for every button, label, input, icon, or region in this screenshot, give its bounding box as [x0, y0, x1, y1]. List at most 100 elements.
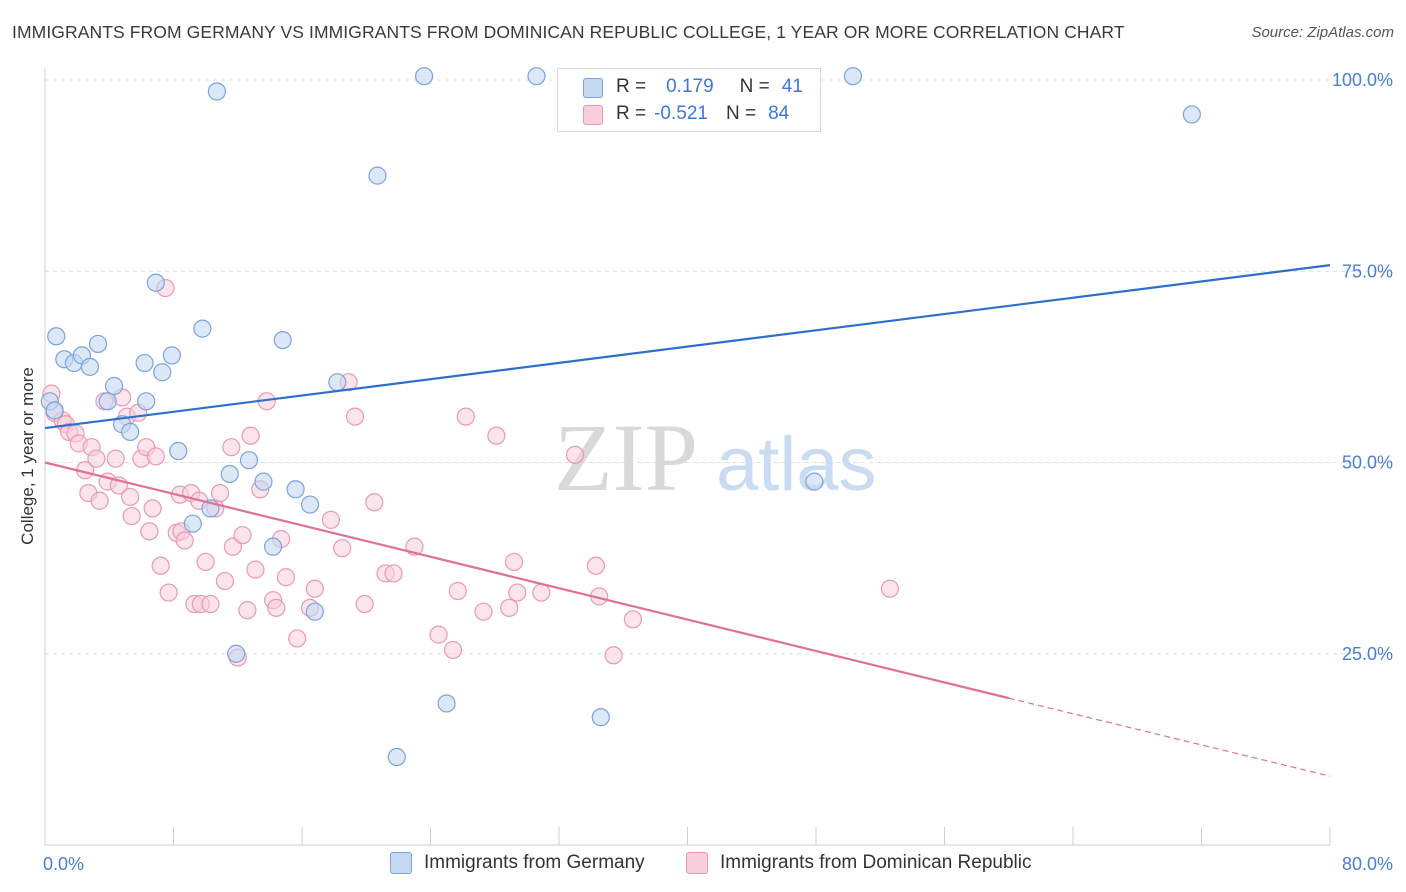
x-tick-label-max: 80.0%	[1342, 854, 1393, 874]
dominican-point	[487, 426, 506, 445]
legend-item-dominican[interactable]: Immigrants from Dominican Republic	[686, 852, 1032, 874]
dominican-point	[504, 552, 524, 572]
stats-row-dominican: R = -0.521 N = 84	[583, 102, 790, 126]
germany-point	[414, 67, 434, 86]
germany-point	[300, 495, 320, 514]
germany-point	[137, 392, 156, 411]
stats-box: R = 0.179 N = 41 R = -0.521 N = 84	[557, 68, 821, 132]
dominican-trend-extension	[1008, 697, 1331, 777]
germany-point	[387, 747, 406, 767]
dominican-point	[140, 522, 159, 541]
germany-trend-line	[44, 264, 1331, 430]
dominican-point	[233, 526, 252, 545]
dominican-point	[355, 594, 374, 614]
germany-point	[305, 602, 324, 621]
watermark-atlas: atlas	[716, 422, 877, 507]
dominican-trend-line	[44, 461, 1010, 700]
germany-point	[121, 422, 140, 441]
dominican-point	[121, 487, 140, 507]
germany-point	[169, 441, 188, 461]
dominican-swatch	[583, 105, 603, 125]
dominican-point	[333, 539, 352, 558]
germany-point	[207, 82, 226, 101]
germany-point	[220, 464, 239, 484]
germany-point	[263, 537, 283, 556]
dominican-r-value: -0.521	[654, 103, 708, 124]
legend-swatch-germany	[390, 852, 412, 874]
dominican-point	[565, 445, 585, 464]
dominican-point	[143, 499, 162, 518]
germany-point	[437, 694, 456, 713]
y-tick-label: 25.0%	[1342, 644, 1393, 664]
germany-point	[45, 401, 64, 420]
germany-point	[527, 67, 546, 86]
germany-point	[239, 451, 259, 470]
germany-point	[153, 363, 172, 382]
dominican-point	[443, 640, 463, 660]
y-tick-label: 75.0%	[1342, 261, 1393, 281]
dominican-point	[623, 610, 642, 629]
dominican-point	[448, 581, 467, 601]
germany-points	[40, 67, 1201, 767]
dominican-point	[305, 579, 324, 598]
y-tick-labels: 25.0% 50.0% 75.0% 100.0%	[1332, 70, 1393, 664]
germany-point	[104, 376, 124, 396]
germany-swatch	[583, 78, 603, 98]
dominican-point	[532, 583, 551, 602]
x-tick-label-min: 0.0%	[43, 854, 84, 874]
germany-point	[146, 273, 165, 292]
dominican-point	[267, 598, 286, 617]
y-axis-label: College, 1 year or more	[18, 367, 37, 545]
germany-point	[328, 373, 347, 392]
axes	[44, 68, 1331, 846]
germany-r-label: R =	[616, 76, 647, 97]
dominican-point	[586, 556, 606, 575]
legend-swatch-dominican	[686, 852, 708, 874]
legend-item-germany[interactable]: Immigrants from Germany	[390, 852, 645, 874]
dominican-point	[321, 510, 341, 529]
germany-point	[273, 331, 292, 350]
legend-label-dominican: Immigrants from Dominican Republic	[720, 852, 1032, 873]
germany-point	[591, 708, 610, 727]
dominican-point	[384, 564, 403, 583]
dominican-point	[345, 407, 365, 426]
germany-point	[135, 353, 154, 373]
dominican-point	[146, 447, 165, 466]
dominican-n-label: N =	[725, 103, 757, 124]
dominican-point	[151, 556, 170, 575]
dominican-point	[196, 552, 215, 572]
germany-point	[1182, 105, 1201, 124]
dominican-point	[106, 449, 125, 468]
dominican-r-label: R =	[616, 103, 647, 124]
dominican-point	[429, 625, 448, 644]
dominican-point	[210, 484, 230, 503]
germany-point	[183, 514, 202, 533]
dominican-point	[201, 594, 220, 614]
trend-lines	[44, 264, 1331, 777]
germany-point	[88, 334, 108, 354]
germany-point	[254, 472, 273, 491]
dominican-n-value: 84	[768, 103, 790, 124]
dominican-point	[456, 407, 475, 426]
germany-n-label: N =	[739, 76, 770, 97]
dominican-point	[365, 493, 384, 512]
y-tick-label: 50.0%	[1342, 453, 1393, 473]
dominican-point	[90, 491, 109, 510]
dominican-point	[159, 583, 178, 602]
dominican-point	[175, 531, 194, 550]
germany-point	[193, 319, 212, 338]
chart-title: IMMIGRANTS FROM GERMANY VS IMMIGRANTS FR…	[12, 22, 1125, 42]
germany-point	[162, 346, 181, 365]
dominican-point	[87, 449, 106, 468]
dominican-point	[246, 560, 265, 579]
watermark: ZIP atlas	[554, 404, 877, 511]
germany-point	[47, 327, 66, 346]
germany-point	[80, 357, 100, 376]
dominican-point	[604, 646, 623, 665]
dominican-point	[241, 426, 260, 445]
germany-point	[805, 472, 824, 491]
legend-label-germany: Immigrants from Germany	[424, 852, 645, 873]
germany-r-value: 0.179	[666, 76, 714, 97]
y-tick-label: 100.0%	[1332, 70, 1393, 90]
